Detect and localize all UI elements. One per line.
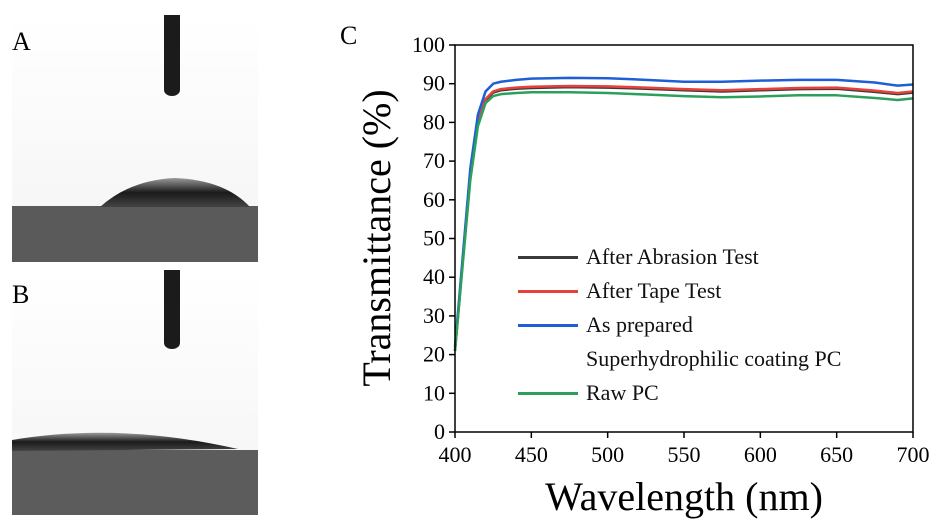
- x-axis-label: Wavelength (nm): [545, 474, 823, 519]
- y-tick-label: 60: [423, 187, 445, 212]
- legend-swatch: [518, 290, 578, 293]
- y-tick-label: 10: [423, 380, 445, 405]
- x-tick-label: 600: [744, 442, 777, 467]
- legend-entry: After Tape Test: [518, 274, 841, 308]
- data-line: [453, 90, 914, 351]
- legend-label: Raw PC: [586, 380, 659, 405]
- y-tick-label: 40: [423, 264, 445, 289]
- x-tick-label: 650: [820, 442, 853, 467]
- x-tick-label: 450: [515, 442, 548, 467]
- legend-label: After Tape Test: [586, 278, 722, 303]
- legend-label: As prepared Superhydrophilic coating PC: [586, 312, 842, 371]
- y-tick-label: 20: [423, 342, 445, 367]
- y-tick-label: 30: [423, 303, 445, 328]
- legend-label: After Abrasion Test: [586, 244, 759, 269]
- y-tick-label: 0: [434, 419, 445, 444]
- legend-entry: After Abrasion Test: [518, 240, 841, 274]
- y-tick-label: 80: [423, 109, 445, 134]
- y-tick-label: 70: [423, 148, 445, 173]
- y-tick-label: 100: [412, 32, 445, 57]
- legend-swatch: [518, 256, 578, 259]
- y-tick-label: 90: [423, 71, 445, 96]
- photo-a: [12, 15, 258, 262]
- y-axis-label: Transmittance (%): [354, 89, 399, 386]
- plot: 0 10 20 30 40 50 60 70 80 90 100 400 450 500 550 600 650…: [412, 32, 930, 467]
- panel-label: C: [340, 21, 357, 50]
- x-tick-label: 500: [591, 442, 624, 467]
- panel-label: B: [12, 280, 29, 309]
- x-tick-label: 400: [439, 442, 472, 467]
- data-line: [453, 76, 914, 347]
- legend: After Abrasion Test After Tape Test As pre…: [518, 240, 841, 410]
- legend-entry: Raw PC: [518, 376, 841, 410]
- legend-entry: As prepared Superhydrophilic coating PC: [518, 308, 841, 376]
- y-tick-label: 50: [423, 226, 445, 251]
- plot-frame: [454, 44, 914, 433]
- legend-swatch: [518, 392, 578, 395]
- x-tick-label: 550: [668, 442, 701, 467]
- panel-label: A: [12, 27, 31, 56]
- legend-swatch: [518, 324, 578, 327]
- photo-b: [12, 270, 258, 515]
- x-tick-label: 700: [897, 442, 930, 467]
